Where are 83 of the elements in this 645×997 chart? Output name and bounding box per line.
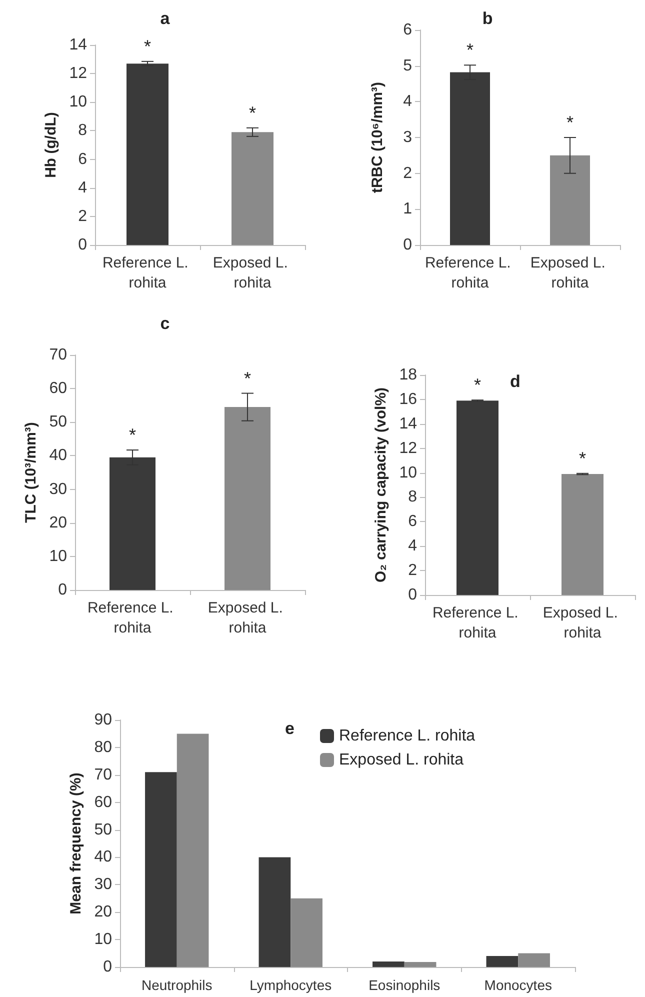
- annotation: *: [128, 425, 136, 446]
- y-tick-label: 10: [399, 464, 418, 482]
- x-tick-label: Reference L. rohita: [87, 600, 178, 636]
- legend-label: Exposed L. rohita: [339, 752, 464, 768]
- y-tick-label: 4: [408, 538, 418, 555]
- y-tick-label: 30: [49, 480, 68, 498]
- y-tick-label: 0: [58, 582, 68, 598]
- annotation: *: [244, 368, 252, 388]
- y-tick-label: 30: [94, 876, 112, 894]
- bar: [176, 734, 209, 967]
- y-tick-label: 0: [103, 958, 112, 976]
- y-tick-label: 20: [94, 904, 112, 921]
- y-tick-label: 0: [408, 586, 418, 604]
- y-tick-label: 12: [399, 440, 418, 457]
- y-tick-label: 10: [94, 931, 112, 948]
- x-tick-label: Reference L. rohita: [432, 604, 523, 642]
- x-tick-label: Exposed L. rohita: [212, 254, 292, 292]
- y-tick-label: 14: [399, 415, 418, 432]
- x-tick-label: Reference L. rohita: [102, 254, 193, 292]
- chart-title: e: [285, 719, 294, 738]
- chart-title: d: [510, 372, 520, 391]
- x-tick-label: Monocytes: [484, 977, 552, 993]
- x-tick-label: Reference L. rohita: [424, 254, 516, 292]
- y-tick-label: 18: [399, 366, 418, 384]
- x-tick-label: Eosinophils: [368, 977, 440, 993]
- y-tick-label: 16: [399, 390, 418, 408]
- y-tick-label: 3: [403, 129, 412, 146]
- y-tick-label: 4: [78, 179, 88, 196]
- bar: [145, 772, 177, 967]
- x-tick-label: Neutrophils: [141, 977, 212, 993]
- x-tick-label: Lymphocytes: [250, 977, 332, 993]
- chart-title: a: [160, 9, 170, 28]
- bar: [258, 857, 291, 967]
- y-tick-label: 80: [94, 738, 112, 756]
- y-tick-label: 8: [78, 122, 88, 140]
- y-tick-label: 0: [403, 236, 412, 254]
- y-tick-label: 12: [69, 65, 88, 82]
- y-tick-label: 70: [49, 346, 68, 364]
- x-tick-label: Exposed L. rohita: [208, 600, 288, 636]
- y-axis-title: TLC (10³/mm³): [22, 422, 40, 523]
- y-tick-label: 6: [403, 22, 412, 38]
- y-tick-label: 40: [94, 848, 112, 866]
- annotation: *: [566, 112, 574, 132]
- y-axis-title: Mean frequency (%): [67, 772, 84, 914]
- y-tick-label: 6: [78, 150, 88, 168]
- y-tick-label: 2: [78, 208, 88, 225]
- y-axis-title: tRBC (10⁶/mm³): [369, 82, 386, 194]
- y-axis-title: Hb (g/dL): [42, 112, 60, 178]
- y-tick-label: 70: [94, 766, 112, 784]
- annotation: *: [578, 448, 586, 468]
- y-tick-label: 1: [403, 200, 412, 218]
- y-axis-title: O₂ carrying capacity (vol%): [372, 387, 390, 583]
- y-tick-label: 90: [94, 712, 112, 728]
- legend-label: Reference L. rohita: [339, 728, 476, 744]
- y-tick-label: 40: [49, 447, 68, 464]
- y-tick-label: 14: [69, 36, 88, 54]
- chart-title: c: [160, 314, 170, 333]
- y-tick-label: 5: [403, 57, 412, 74]
- y-tick-label: 0: [78, 236, 88, 254]
- y-tick-label: 8: [408, 488, 418, 506]
- annotation: *: [474, 375, 482, 396]
- bar: [372, 962, 404, 967]
- y-tick-label: 20: [49, 514, 68, 532]
- y-tick-label: 2: [403, 164, 412, 182]
- y-tick-label: 4: [403, 93, 412, 110]
- annotation: *: [466, 40, 474, 60]
- y-tick-label: 60: [94, 794, 112, 811]
- bar: [404, 962, 436, 967]
- x-tick-label: Exposed L. rohita: [530, 254, 610, 292]
- annotation: *: [248, 102, 256, 123]
- y-tick-label: 50: [49, 414, 68, 431]
- bar: [518, 953, 550, 967]
- annotation: *: [144, 36, 152, 56]
- y-tick-label: 2: [408, 562, 418, 580]
- y-tick-label: 60: [49, 380, 68, 398]
- x-tick-label: Exposed L. rohita: [542, 604, 622, 642]
- y-tick-label: 10: [69, 94, 88, 111]
- y-tick-label: 6: [408, 513, 418, 530]
- chart-title: b: [482, 9, 493, 28]
- y-tick-label: 10: [49, 548, 68, 565]
- bar: [486, 956, 518, 967]
- y-tick-label: 50: [94, 821, 112, 838]
- bar: [290, 898, 322, 967]
